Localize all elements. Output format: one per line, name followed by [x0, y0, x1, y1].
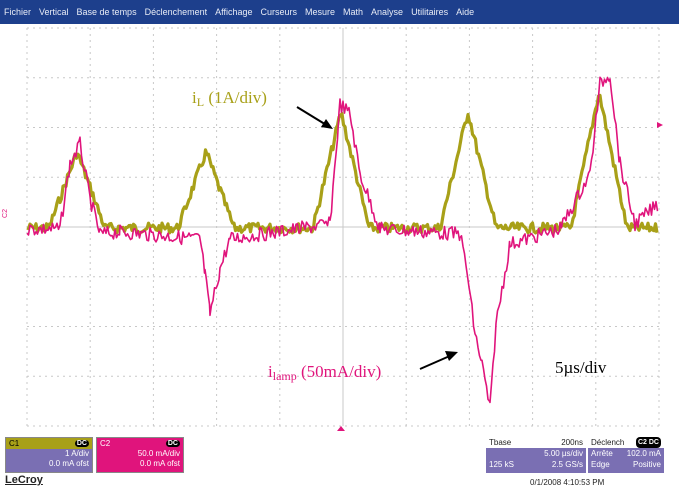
ilamp-arrow: [419, 351, 458, 370]
channel2-descriptor[interactable]: C2 DC 50.0 mA/div 0.0 mA ofst: [96, 437, 184, 473]
menu-declenchement[interactable]: Déclenchement: [144, 7, 208, 17]
menu-affichage[interactable]: Affichage: [215, 7, 253, 17]
menu-math[interactable]: Math: [343, 7, 364, 17]
menu-base-de-temps[interactable]: Base de temps: [76, 7, 137, 17]
il-arrow: [296, 106, 333, 129]
channel1-descriptor[interactable]: C1 DC 1 A/div 0.0 mA ofst: [5, 437, 93, 473]
trigger-level-marker: [657, 122, 663, 128]
lecroy-logo: LeCroy: [5, 474, 43, 486]
ilamp-waveform: [26, 76, 659, 404]
menu-curseurs[interactable]: Curseurs: [260, 7, 298, 17]
il-label: iL (1A/div): [192, 88, 267, 109]
timescale-label: 5µs/div: [555, 358, 607, 377]
scope-display[interactable]: [0, 24, 679, 436]
trigger-descriptor[interactable]: Déclench C2 DC Arrête 102.0 mA Edge Positiv…: [588, 437, 664, 473]
menu-analyse[interactable]: Analyse: [371, 7, 404, 17]
menu-fichier[interactable]: Fichier: [4, 7, 32, 17]
menu-aide[interactable]: Aide: [456, 7, 475, 17]
trigger-position-marker: [337, 426, 345, 431]
menu-vertical[interactable]: Vertical: [39, 7, 69, 17]
timebase-descriptor[interactable]: Tbase 200ns 5.00 µs/div 125 kS 2.5 GS/s: [486, 437, 586, 473]
menu-bar: Fichier Vertical Base de temps Déclenche…: [0, 0, 679, 24]
menu-mesure[interactable]: Mesure: [305, 7, 336, 17]
timestamp: 0/1/2008 4:10:53 PM: [530, 478, 605, 487]
menu-utilitaires[interactable]: Utilitaires: [411, 7, 449, 17]
il-waveform: [26, 93, 659, 235]
ilamp-label: ilamp (50mA/div): [268, 362, 382, 383]
